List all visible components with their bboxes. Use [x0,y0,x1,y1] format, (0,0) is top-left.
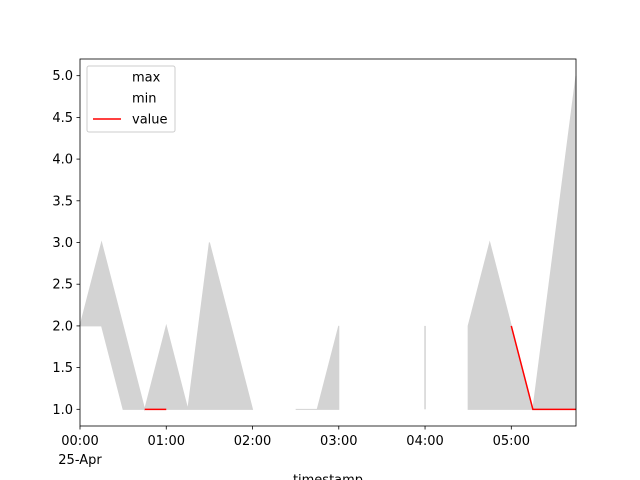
y-tick-label: 2.5 [52,278,73,293]
y-tick-label: 3.5 [52,194,73,209]
range-band [295,325,340,410]
y-tick-label: 1.0 [52,403,73,418]
value-line [144,325,576,411]
y-tick-label: 2.0 [52,319,73,334]
x-axis-label: timestamp [293,473,363,480]
x-tick-label: 03:00 [320,434,357,449]
y-tick-label: 1.5 [52,361,73,376]
legend-label: value [132,113,168,128]
range-band [79,240,254,412]
legend-label: min [132,92,157,107]
x-tick-label: 01:00 [148,434,185,449]
x-date-label: 25-Apr [58,453,102,468]
x-tick-label: 02:00 [234,434,271,449]
y-tick-label: 4.0 [52,153,73,168]
legend-label: max [132,71,161,86]
x-tick-label: 05:00 [493,434,530,449]
x-tick-label: 04:00 [406,434,443,449]
y-tick-label: 5.0 [52,69,73,84]
x-tick-label: 00:00 [61,434,98,449]
y-tick-label: 3.0 [52,236,73,251]
y-tick-label: 4.5 [52,111,73,126]
legend-box [86,65,176,133]
